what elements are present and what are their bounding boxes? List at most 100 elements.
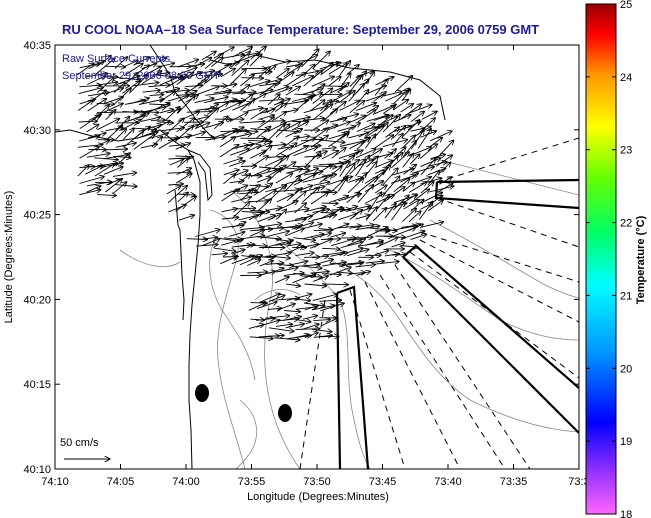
current-vector bbox=[231, 201, 250, 219]
current-vector bbox=[365, 241, 383, 246]
current-vector bbox=[392, 126, 406, 139]
current-vector bbox=[240, 99, 256, 111]
current-vector bbox=[237, 85, 250, 94]
current-vector bbox=[247, 260, 261, 266]
current-vector bbox=[204, 97, 228, 104]
current-vector bbox=[337, 83, 350, 93]
current-vector bbox=[391, 202, 404, 221]
current-vector bbox=[266, 168, 282, 183]
current-vector bbox=[150, 120, 165, 121]
colorbar-tick-label: 20 bbox=[620, 363, 632, 375]
current-vector bbox=[229, 69, 247, 86]
current-vector bbox=[408, 182, 427, 193]
current-vector bbox=[293, 174, 316, 186]
current-vector bbox=[328, 122, 351, 131]
current-vector bbox=[177, 158, 188, 168]
current-vector bbox=[357, 177, 378, 193]
current-vector bbox=[219, 145, 239, 158]
current-vector bbox=[267, 124, 285, 142]
current-vector bbox=[312, 84, 325, 93]
current-vector bbox=[283, 225, 303, 228]
current-vector bbox=[355, 265, 376, 267]
current-vector bbox=[213, 116, 228, 130]
current-vector bbox=[103, 167, 123, 175]
current-vector bbox=[177, 67, 197, 75]
current-vector bbox=[301, 49, 319, 68]
current-vector bbox=[205, 71, 221, 84]
current-vector bbox=[274, 112, 287, 121]
current-vector bbox=[312, 88, 333, 104]
current-vector bbox=[95, 58, 115, 75]
current-vector bbox=[286, 244, 301, 246]
current-vector bbox=[330, 224, 349, 231]
current-vector bbox=[205, 137, 226, 141]
current-vector bbox=[229, 149, 249, 156]
current-vector bbox=[220, 84, 237, 87]
current-vector bbox=[322, 248, 340, 249]
current-vector bbox=[339, 248, 363, 256]
current-vector bbox=[310, 191, 331, 194]
current-vector bbox=[267, 308, 282, 309]
y-tick-label: 40:25 bbox=[23, 210, 51, 222]
colorbar-tick-label: 18 bbox=[620, 509, 632, 518]
current-vector bbox=[175, 143, 191, 150]
current-vector bbox=[319, 336, 339, 337]
current-vector bbox=[392, 169, 414, 176]
current-vector bbox=[259, 261, 274, 267]
current-vector bbox=[295, 329, 321, 330]
current-vector bbox=[115, 129, 126, 141]
current-vector bbox=[286, 117, 311, 123]
x-axis-label: Longitude (Degrees:Minutes) bbox=[247, 491, 389, 503]
current-vector bbox=[418, 201, 433, 220]
current-vector bbox=[185, 132, 206, 139]
current-vector bbox=[349, 225, 375, 229]
current-vector bbox=[437, 183, 453, 193]
current-vector bbox=[168, 184, 183, 185]
current-vector bbox=[401, 120, 420, 139]
current-vector bbox=[303, 209, 325, 220]
current-vector bbox=[248, 303, 266, 311]
current-vector bbox=[274, 277, 289, 284]
current-vector bbox=[149, 95, 164, 96]
current-vector bbox=[247, 108, 263, 112]
current-vector bbox=[275, 124, 290, 138]
current-vector bbox=[421, 118, 435, 132]
current-vector bbox=[291, 121, 309, 131]
current-vector bbox=[373, 115, 390, 121]
current-vector bbox=[355, 149, 376, 159]
current-vector bbox=[319, 229, 333, 230]
current-vector bbox=[220, 256, 237, 265]
current-vector bbox=[358, 127, 379, 138]
current-vector bbox=[337, 114, 358, 120]
current-vector bbox=[177, 60, 199, 68]
current-vector bbox=[427, 200, 443, 212]
current-vector bbox=[78, 87, 104, 95]
current-vector bbox=[330, 233, 345, 238]
colorbar-tick-label: 24 bbox=[620, 72, 632, 84]
current-vector bbox=[267, 94, 280, 106]
current-vector bbox=[85, 73, 107, 78]
colorbar-tick-label: 21 bbox=[620, 290, 632, 302]
current-vector bbox=[429, 137, 443, 148]
current-vector bbox=[222, 225, 244, 227]
current-vector bbox=[122, 111, 146, 113]
current-vector bbox=[249, 337, 274, 339]
current-vector bbox=[257, 237, 281, 239]
current-vector bbox=[79, 147, 100, 159]
current-vector bbox=[420, 182, 434, 194]
current-vector bbox=[131, 128, 157, 130]
current-vector bbox=[123, 63, 143, 77]
current-vector bbox=[130, 113, 149, 121]
current-vector bbox=[265, 65, 276, 75]
current-vector bbox=[303, 206, 327, 213]
current-vector bbox=[304, 224, 322, 229]
y-tick-label: 40:10 bbox=[23, 464, 51, 476]
current-vector bbox=[400, 173, 418, 183]
current-vector bbox=[114, 88, 131, 105]
current-vector bbox=[259, 145, 272, 157]
current-vector bbox=[276, 69, 289, 79]
current-vector bbox=[176, 72, 194, 85]
current-vector bbox=[402, 135, 416, 149]
current-vector bbox=[219, 137, 236, 148]
current-vector bbox=[276, 194, 293, 203]
